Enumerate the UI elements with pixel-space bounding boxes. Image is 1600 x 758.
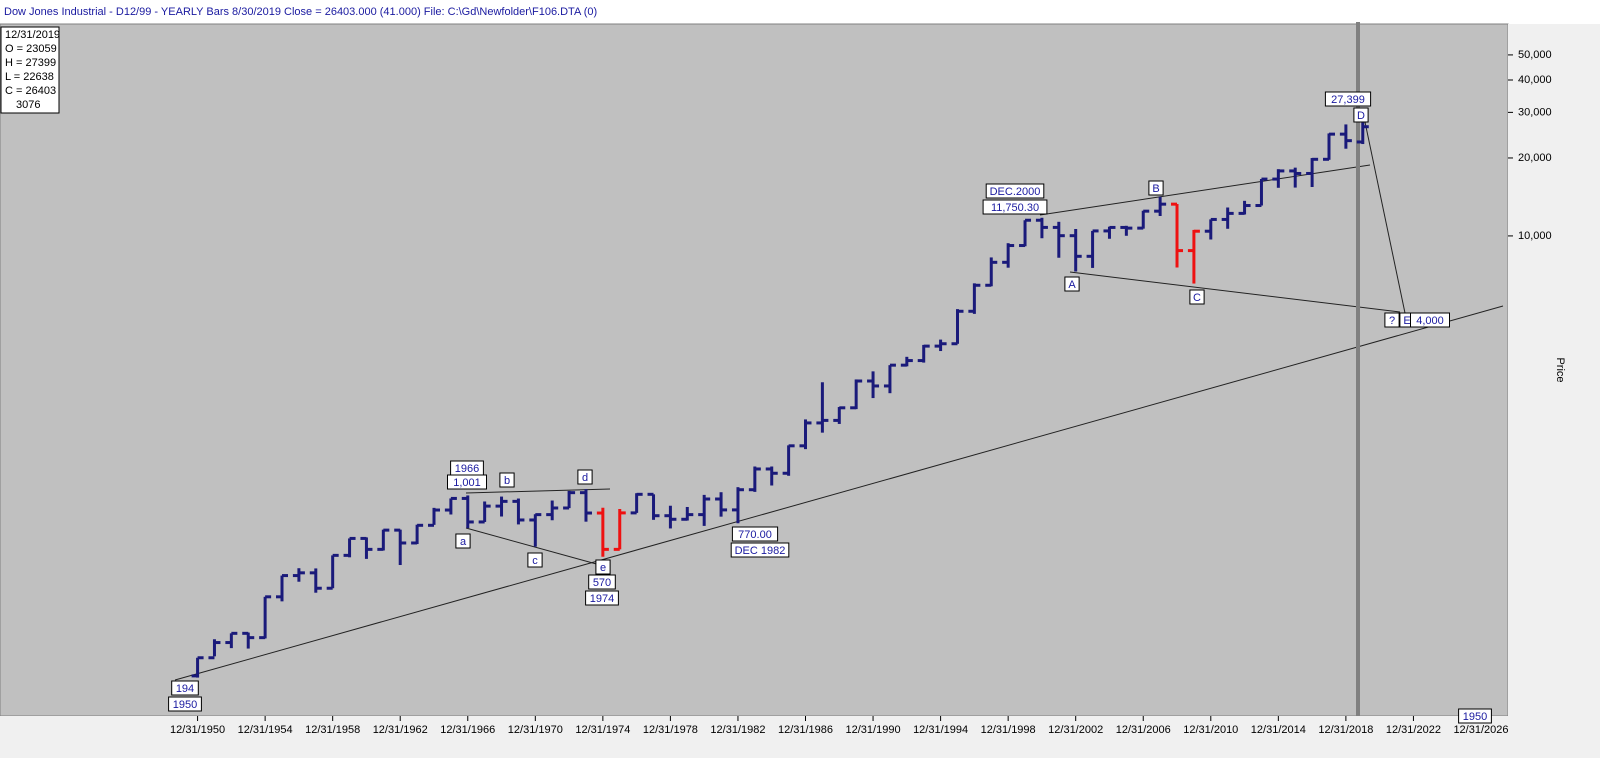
annotation-box bbox=[1148, 180, 1164, 196]
info-box bbox=[0, 26, 60, 114]
y-tick-label: 50,000 bbox=[1518, 49, 1552, 61]
annotation: D bbox=[1357, 110, 1365, 122]
annotation: 1950 bbox=[1463, 711, 1487, 723]
info-line: 12/31/2019 bbox=[5, 29, 60, 41]
x-tick-label: 12/31/2002 bbox=[1048, 724, 1103, 736]
annotation: 1950 bbox=[173, 699, 197, 711]
x-tick-label: 12/31/1978 bbox=[643, 724, 698, 736]
trend-line bbox=[1069, 271, 1401, 313]
info-line: 3076 bbox=[16, 99, 40, 111]
x-tick-label: 12/31/1950 bbox=[170, 724, 225, 736]
trend-line bbox=[174, 305, 1504, 681]
x-tick-label: 12/31/2022 bbox=[1386, 724, 1441, 736]
x-tick-label: 12/31/1994 bbox=[913, 724, 968, 736]
annotation: A bbox=[1068, 279, 1076, 291]
annotation-box bbox=[1458, 708, 1492, 724]
annotation: 27,399 bbox=[1331, 94, 1365, 106]
y-tick-label: 20,000 bbox=[1518, 152, 1552, 164]
annotation: d bbox=[582, 472, 588, 484]
x-tick-label: 12/31/1970 bbox=[508, 724, 563, 736]
annotation: 1966 bbox=[455, 463, 479, 475]
x-tick-label: 12/31/1998 bbox=[981, 724, 1036, 736]
annotation: a bbox=[460, 536, 467, 548]
plot-area bbox=[0, 23, 1509, 717]
annotation: c bbox=[532, 555, 538, 567]
annotation-box bbox=[730, 542, 790, 558]
annotation-box bbox=[455, 533, 471, 549]
annotation: C bbox=[1193, 292, 1201, 304]
annotation-box bbox=[985, 183, 1045, 199]
annotation-box bbox=[447, 474, 487, 490]
info-line: H = 27399 bbox=[5, 57, 56, 69]
x-tick-label: 12/31/1990 bbox=[846, 724, 901, 736]
annotation: E bbox=[1403, 315, 1410, 327]
y-axis-panel bbox=[1508, 24, 1600, 716]
annotation-box bbox=[1384, 312, 1400, 328]
x-tick-label: 12/31/1962 bbox=[373, 724, 428, 736]
annotation: 11,750.30 bbox=[991, 202, 1039, 214]
annotation-box bbox=[1189, 289, 1205, 305]
annotation: DEC 1982 bbox=[735, 545, 786, 557]
x-tick-label: 12/31/2006 bbox=[1116, 724, 1171, 736]
annotation-box bbox=[982, 199, 1048, 215]
annotation-box bbox=[168, 696, 202, 712]
x-tick-label: 12/31/1982 bbox=[710, 724, 765, 736]
annotation-box bbox=[1353, 107, 1369, 123]
info-line: O = 23059 bbox=[5, 43, 57, 55]
annotation: ? bbox=[1389, 315, 1395, 327]
x-tick-label: 12/31/1986 bbox=[778, 724, 833, 736]
annotation-box bbox=[588, 574, 616, 590]
x-tick-label: 12/31/1954 bbox=[238, 724, 293, 736]
annotation: e bbox=[600, 562, 606, 574]
annotation: 194 bbox=[176, 683, 194, 695]
annotation-box bbox=[527, 552, 543, 568]
annotation: DEC.2000 bbox=[990, 186, 1041, 198]
info-line: L = 22638 bbox=[5, 71, 54, 83]
trend-line bbox=[1039, 164, 1371, 216]
x-tick-label: 12/31/1974 bbox=[575, 724, 630, 736]
x-tick-label: 12/31/2026 bbox=[1453, 724, 1508, 736]
annotation-box bbox=[1324, 91, 1372, 107]
annotation: 1,001 bbox=[453, 477, 481, 489]
annotation-box bbox=[595, 559, 611, 575]
annotation-box bbox=[499, 472, 515, 488]
title-bar bbox=[0, 0, 1600, 24]
y-tick-label: 40,000 bbox=[1518, 74, 1552, 86]
annotation-box bbox=[585, 590, 619, 606]
annotation: 1974 bbox=[590, 593, 614, 605]
y-tick-label: 10,000 bbox=[1518, 230, 1552, 242]
annotation-box bbox=[171, 680, 199, 696]
annotation-box bbox=[1410, 312, 1450, 328]
info-line: C = 26403 bbox=[5, 85, 56, 97]
x-tick-label: 12/31/1958 bbox=[305, 724, 360, 736]
annotation: 4,000 bbox=[1416, 315, 1444, 327]
x-tick-label: 12/31/2018 bbox=[1318, 724, 1373, 736]
annotation-box bbox=[1064, 276, 1080, 292]
y-tick-label: 30,000 bbox=[1518, 106, 1552, 118]
chart-title: Dow Jones Industrial - D12/99 - YEARLY B… bbox=[4, 6, 597, 18]
trend-line bbox=[465, 527, 601, 566]
trend-line bbox=[1364, 121, 1406, 314]
x-axis-panel bbox=[0, 716, 1600, 758]
annotation: b bbox=[504, 475, 510, 487]
annotation: 770.00 bbox=[738, 529, 772, 541]
x-tick-label: 12/31/2014 bbox=[1251, 724, 1306, 736]
annotation-box bbox=[577, 469, 593, 485]
annotation: 570 bbox=[593, 577, 611, 589]
x-tick-label: 12/31/2010 bbox=[1183, 724, 1238, 736]
annotation: B bbox=[1152, 183, 1159, 195]
y-axis-label: Price bbox=[1554, 357, 1566, 382]
annotation-box bbox=[731, 526, 779, 542]
x-tick-label: 12/31/1966 bbox=[440, 724, 495, 736]
